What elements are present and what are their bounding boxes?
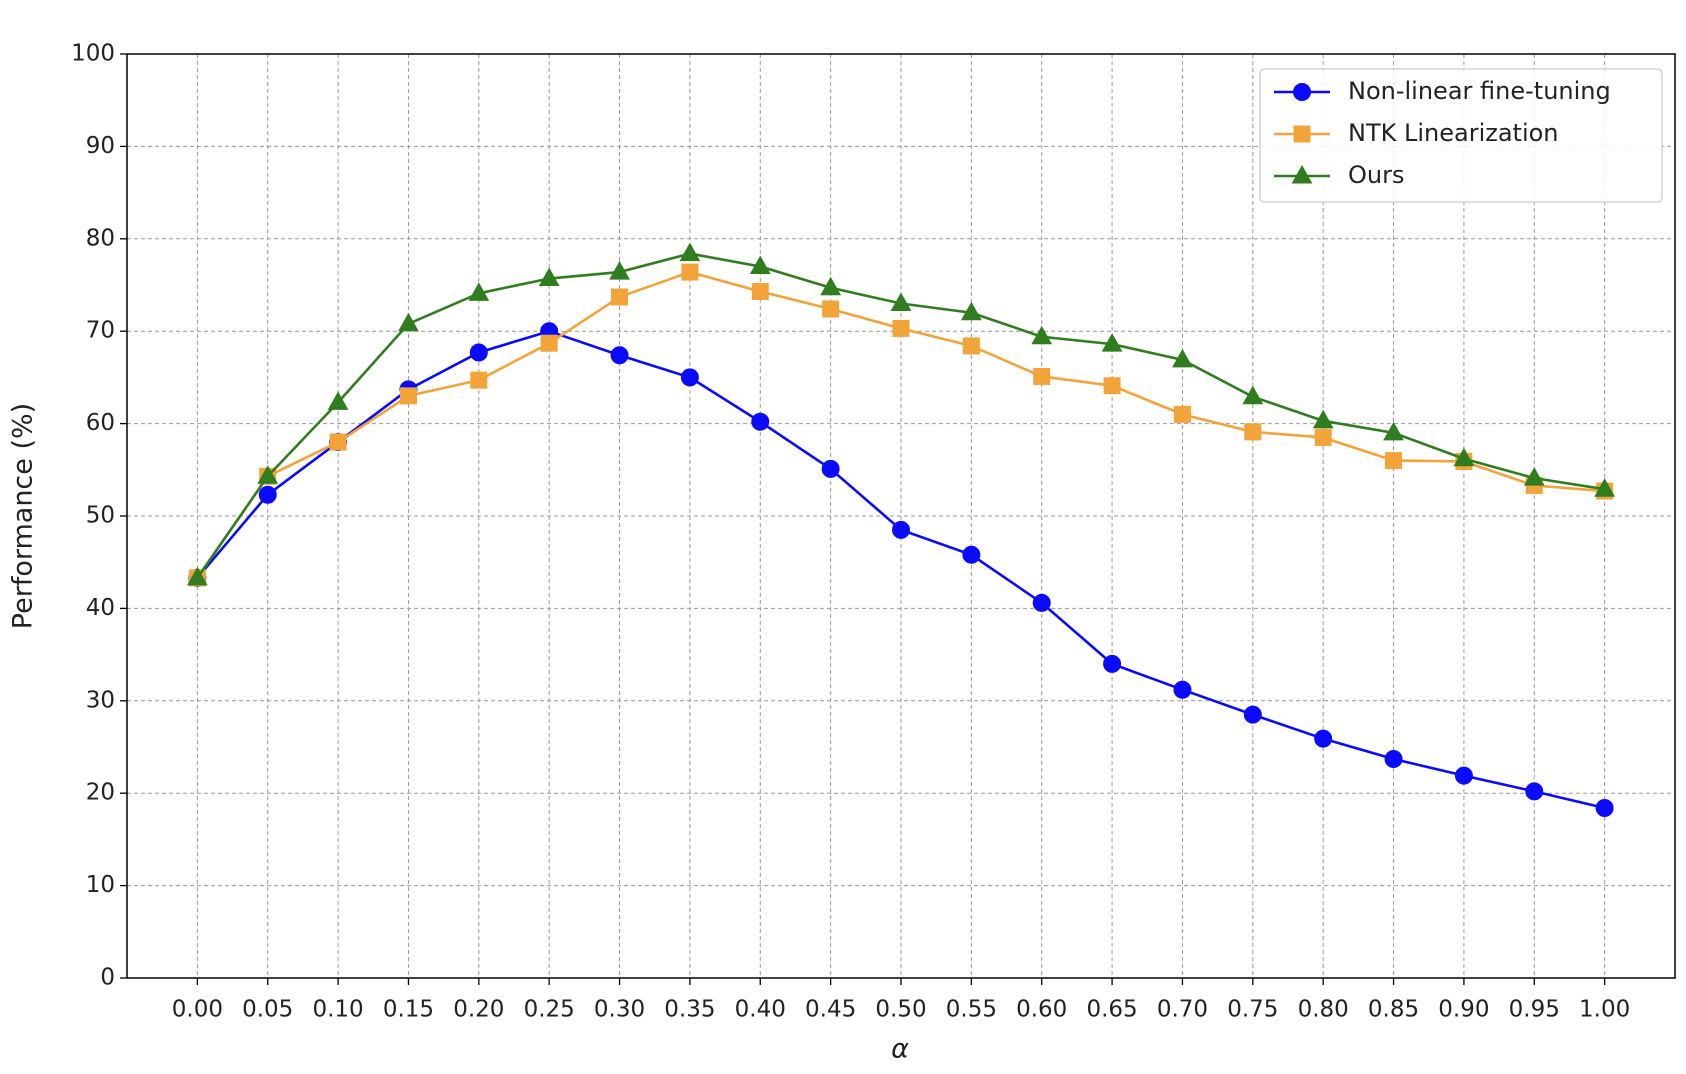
x-tick-label: 0.75 xyxy=(1227,997,1278,1023)
marker xyxy=(611,288,629,306)
marker xyxy=(1033,367,1051,385)
x-tick-label: 0.70 xyxy=(1157,997,1208,1023)
legend-label: Ours xyxy=(1348,161,1404,189)
marker xyxy=(679,242,701,262)
x-tick-label: 0.00 xyxy=(172,997,223,1023)
marker xyxy=(257,465,279,484)
legend-box xyxy=(1259,68,1663,203)
marker xyxy=(258,485,277,504)
marker xyxy=(1293,125,1311,143)
marker xyxy=(538,267,560,287)
marker xyxy=(1453,447,1475,467)
marker xyxy=(1595,798,1614,817)
marker xyxy=(1314,428,1332,446)
y-tick-label: 10 xyxy=(86,872,115,898)
x-tick-label: 0.10 xyxy=(312,997,363,1023)
marker xyxy=(468,282,490,301)
marker xyxy=(1173,680,1192,699)
marker xyxy=(680,368,699,387)
marker xyxy=(1314,729,1333,748)
plot-frame xyxy=(126,53,1676,979)
x-tick-label: 0.45 xyxy=(805,997,856,1023)
marker xyxy=(751,282,769,300)
marker xyxy=(1383,421,1404,441)
marker xyxy=(1312,409,1334,429)
marker xyxy=(398,312,419,332)
x-tick-label: 0.15 xyxy=(383,997,434,1023)
marker xyxy=(1242,385,1264,405)
marker xyxy=(1293,83,1311,101)
marker xyxy=(1523,467,1545,486)
x-tick-label: 1.00 xyxy=(1579,997,1630,1023)
marker xyxy=(470,371,488,389)
marker xyxy=(822,300,840,318)
marker xyxy=(1103,377,1121,395)
legend-label: NTK Linearization xyxy=(1348,119,1559,147)
marker xyxy=(962,545,981,564)
marker xyxy=(681,263,699,281)
marker xyxy=(961,301,982,321)
x-tick-label: 0.65 xyxy=(1086,997,1137,1023)
marker xyxy=(469,343,488,362)
marker xyxy=(751,412,770,431)
x-axis-label: α xyxy=(891,1034,909,1065)
marker xyxy=(1031,325,1053,345)
marker xyxy=(1525,782,1544,801)
marker xyxy=(890,292,912,311)
marker xyxy=(1103,654,1122,673)
x-tick-label: 0.35 xyxy=(664,997,715,1023)
y-tick-label: 30 xyxy=(86,687,115,713)
marker xyxy=(540,334,558,352)
marker xyxy=(962,337,980,355)
marker xyxy=(1291,164,1313,184)
marker xyxy=(1173,405,1191,423)
marker xyxy=(399,387,417,405)
marker xyxy=(1385,452,1403,470)
marker xyxy=(187,566,208,586)
x-tick-label: 0.55 xyxy=(946,997,997,1023)
marker xyxy=(1243,705,1262,724)
x-tick-label: 0.90 xyxy=(1438,997,1489,1023)
y-tick-label: 40 xyxy=(86,595,115,621)
marker xyxy=(1032,593,1051,612)
marker xyxy=(1244,423,1262,441)
y-tick-label: 90 xyxy=(86,133,115,159)
x-tick-label: 0.95 xyxy=(1509,997,1560,1023)
marker xyxy=(1101,333,1123,352)
x-tick-label: 0.50 xyxy=(875,997,926,1023)
marker xyxy=(329,433,347,451)
x-tick-label: 0.85 xyxy=(1368,997,1419,1023)
y-axis-label: Performance (%) xyxy=(8,403,39,629)
marker xyxy=(609,261,630,280)
x-tick-label: 0.20 xyxy=(453,997,504,1023)
y-tick-label: 100 xyxy=(71,41,115,67)
marker xyxy=(820,276,841,296)
y-tick-label: 80 xyxy=(86,225,115,251)
x-tick-label: 0.30 xyxy=(594,997,645,1023)
marker xyxy=(1172,348,1193,368)
marker xyxy=(749,255,771,275)
y-tick-label: 20 xyxy=(86,780,115,806)
y-tick-label: 0 xyxy=(100,965,115,991)
y-tick-label: 70 xyxy=(86,318,115,344)
legend: Non-linear fine-tuning NTK Linearization O… xyxy=(1259,68,1663,203)
legend-label: Non-linear fine-tuning xyxy=(1348,77,1611,105)
y-tick-label: 50 xyxy=(86,503,115,529)
x-tick-label: 0.25 xyxy=(524,997,575,1023)
x-tick-label: 0.80 xyxy=(1298,997,1349,1023)
marker xyxy=(1384,750,1403,769)
marker xyxy=(1594,478,1615,497)
marker xyxy=(892,319,910,337)
x-tick-label: 0.40 xyxy=(735,997,786,1023)
y-tick-label: 60 xyxy=(86,410,115,436)
x-tick-label: 0.05 xyxy=(242,997,293,1023)
x-tick-label: 0.60 xyxy=(1016,997,1067,1023)
marker xyxy=(327,391,349,410)
marker xyxy=(892,520,910,539)
marker xyxy=(610,346,629,365)
marker xyxy=(1454,766,1473,785)
marker xyxy=(821,459,840,478)
